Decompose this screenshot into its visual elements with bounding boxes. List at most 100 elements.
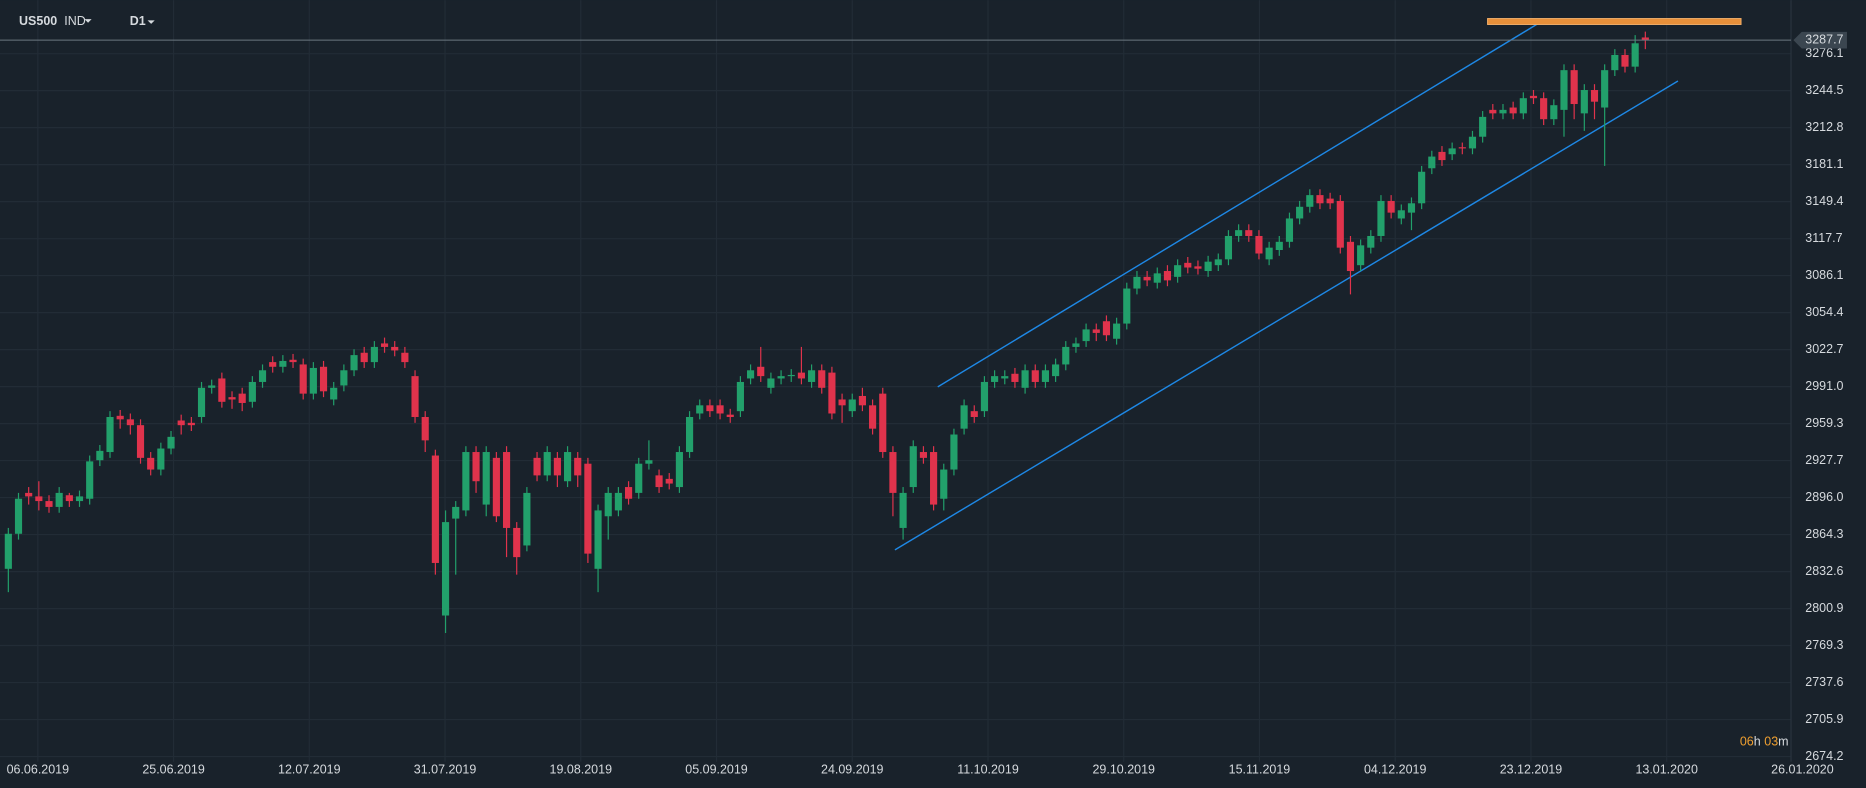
candle-body bbox=[502, 452, 511, 528]
candle-body bbox=[1509, 107, 1517, 114]
candle-body bbox=[472, 452, 480, 482]
candle-body bbox=[1550, 105, 1558, 120]
candle-body bbox=[1407, 203, 1416, 213]
candle-body bbox=[716, 405, 724, 414]
candle-body bbox=[869, 405, 877, 429]
candle-body bbox=[411, 376, 419, 417]
timeframe-dropdown-caret[interactable] bbox=[147, 20, 155, 24]
candle-body bbox=[35, 496, 43, 502]
candle-body bbox=[14, 498, 23, 534]
x-tick-label: 24.09.2019 bbox=[821, 762, 884, 776]
candle-body bbox=[492, 457, 500, 517]
candles bbox=[4, 31, 1649, 634]
candle-body bbox=[1143, 276, 1151, 281]
candle-body bbox=[1163, 271, 1172, 281]
resistance-zone bbox=[1487, 18, 1742, 25]
candle-body bbox=[208, 385, 216, 388]
candle-body bbox=[1194, 266, 1202, 269]
candle-body bbox=[106, 416, 114, 453]
candle-body bbox=[330, 387, 338, 400]
candle-body bbox=[1377, 200, 1385, 236]
candle-body bbox=[1092, 329, 1100, 333]
candle-body bbox=[1326, 198, 1334, 204]
candle-body bbox=[980, 381, 989, 412]
candle-body bbox=[1031, 370, 1039, 382]
candle-body bbox=[1641, 37, 1649, 41]
candle-body bbox=[1224, 235, 1233, 260]
candle-body bbox=[380, 343, 389, 347]
candle-body bbox=[1590, 90, 1599, 102]
candle-body bbox=[86, 461, 94, 499]
candle-body bbox=[1468, 136, 1477, 149]
candle-body bbox=[1011, 373, 1019, 382]
candle-body bbox=[1062, 346, 1070, 365]
candle-body bbox=[614, 492, 622, 511]
candle-body bbox=[1174, 265, 1182, 277]
symbol-dropdown-caret[interactable] bbox=[84, 19, 92, 23]
y-tick-label: 2864.3 bbox=[1805, 527, 1843, 541]
candle-body bbox=[431, 455, 439, 563]
y-tick-label: 2991.0 bbox=[1805, 379, 1843, 393]
candle-body bbox=[1235, 230, 1243, 236]
candle-body bbox=[248, 381, 256, 402]
y-tick-label: 3149.4 bbox=[1805, 194, 1843, 208]
candle-body bbox=[65, 495, 73, 502]
x-tick-label: 11.10.2019 bbox=[957, 762, 1019, 776]
candle-body bbox=[299, 364, 307, 394]
candle-body bbox=[1082, 329, 1090, 342]
candle-body bbox=[319, 366, 328, 392]
candle-body bbox=[970, 411, 978, 417]
candle-body bbox=[1255, 235, 1263, 254]
y-tick-label: 2800.9 bbox=[1805, 601, 1843, 615]
candle-body bbox=[553, 457, 561, 476]
candle-body bbox=[1489, 109, 1497, 114]
candle-body bbox=[675, 452, 683, 488]
candle-body bbox=[279, 360, 287, 367]
candle-body bbox=[624, 487, 633, 499]
candle-body bbox=[116, 415, 124, 420]
candle-body bbox=[777, 376, 785, 379]
candle-body bbox=[370, 346, 378, 363]
candle-body bbox=[1418, 171, 1426, 204]
candle-body bbox=[685, 416, 694, 453]
candle-body bbox=[45, 501, 53, 507]
candle-body bbox=[136, 425, 145, 458]
candle-body bbox=[126, 419, 134, 426]
countdown-hours-unit: h bbox=[1754, 735, 1761, 749]
timeframe[interactable]: D1 bbox=[130, 14, 146, 28]
x-tick-label: 31.07.2019 bbox=[414, 762, 477, 776]
candle-body bbox=[1296, 206, 1304, 219]
candle-body bbox=[736, 381, 744, 412]
candle-body bbox=[340, 370, 348, 386]
candle-body bbox=[787, 374, 795, 377]
candle-body bbox=[1479, 116, 1487, 137]
candle-body bbox=[1052, 364, 1060, 377]
candle-body bbox=[635, 463, 643, 493]
x-tick-label: 12.07.2019 bbox=[278, 762, 341, 776]
candle-body bbox=[563, 452, 572, 482]
candle-body bbox=[584, 463, 592, 554]
countdown-minutes-unit: m bbox=[1778, 735, 1788, 749]
candle-body bbox=[1245, 230, 1253, 236]
candle-body bbox=[75, 496, 84, 502]
candle-body bbox=[258, 370, 267, 382]
y-tick-label: 2832.6 bbox=[1805, 564, 1843, 578]
candle-body bbox=[1529, 95, 1538, 99]
candle-body bbox=[940, 469, 948, 499]
candle-body bbox=[1113, 323, 1121, 339]
candle-body bbox=[1346, 241, 1355, 272]
candle-body bbox=[360, 352, 368, 363]
candle-body bbox=[808, 370, 816, 382]
candle-body bbox=[1153, 273, 1161, 283]
symbol[interactable]: US500 bbox=[19, 14, 57, 28]
candle-body bbox=[1580, 90, 1588, 114]
candle-body bbox=[177, 420, 185, 426]
candle-body bbox=[441, 522, 450, 616]
candle-body bbox=[1540, 98, 1548, 120]
candle-body bbox=[645, 460, 653, 464]
x-tick-label: 19.08.2019 bbox=[550, 762, 613, 776]
countdown-minutes: 03 bbox=[1764, 735, 1778, 749]
symbol-type[interactable]: IND bbox=[64, 14, 86, 28]
